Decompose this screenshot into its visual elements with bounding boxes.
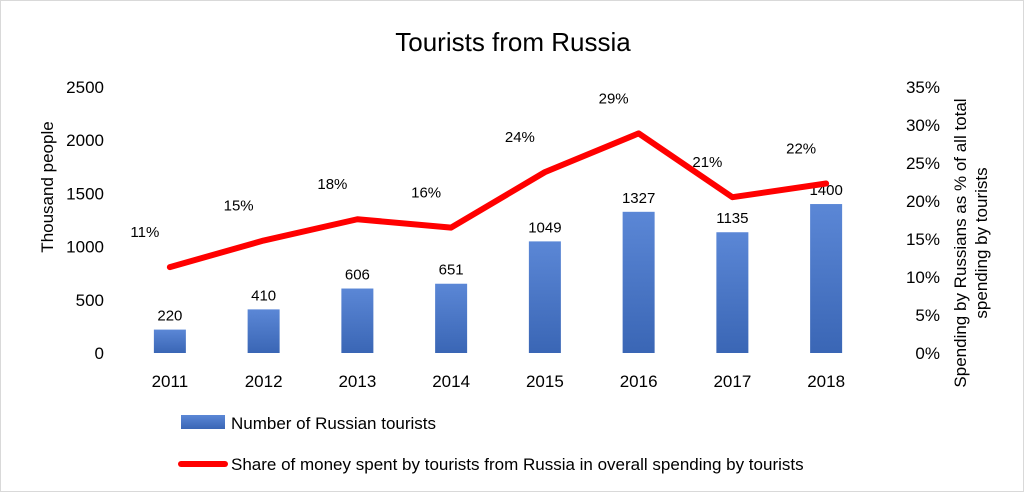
y-tick-label: 500 bbox=[76, 291, 104, 310]
y-tick-label: 0 bbox=[95, 344, 104, 363]
bar bbox=[153, 329, 186, 353]
bar bbox=[341, 288, 374, 353]
bar bbox=[528, 241, 561, 353]
y-axis-right: 0% 5% 10% 15% 20% 25% 30% 35% bbox=[906, 78, 940, 363]
y2-tick-label: 0% bbox=[915, 344, 940, 363]
legend-swatch-bars bbox=[181, 415, 225, 429]
bar bbox=[810, 204, 843, 353]
x-axis: 2011 2012 2013 2014 2015 2016 2017 2018 bbox=[152, 372, 845, 391]
bar-series bbox=[153, 204, 843, 353]
series-line bbox=[166, 130, 830, 271]
x-tick-label: 2018 bbox=[807, 372, 845, 391]
y-tick-label: 1000 bbox=[66, 238, 104, 257]
chart-title: Tourists from Russia bbox=[395, 27, 631, 57]
line-point bbox=[637, 132, 640, 135]
x-tick-label: 2016 bbox=[620, 372, 658, 391]
bar-data-label: 1327 bbox=[622, 190, 655, 207]
bar bbox=[247, 309, 280, 353]
line-data-label: 21% bbox=[692, 154, 722, 171]
y-axis-left: 0 500 1000 1500 2000 2500 bbox=[66, 78, 104, 363]
line-data-labels: 11% 15% 18% 16% 24% 29% 21% 22% bbox=[130, 90, 816, 241]
bar bbox=[435, 283, 468, 353]
x-tick-label: 2014 bbox=[432, 372, 470, 391]
line-series bbox=[166, 130, 830, 271]
legend: Number of Russian tourists Share of mone… bbox=[178, 414, 804, 474]
legend-label-line: Share of money spent by tourists from Ru… bbox=[231, 455, 804, 474]
line-point bbox=[168, 266, 171, 269]
bar bbox=[622, 211, 655, 353]
x-tick-label: 2015 bbox=[526, 372, 564, 391]
y-tick-label: 2500 bbox=[66, 78, 104, 97]
y-tick-label: 2000 bbox=[66, 131, 104, 150]
y-axis-label: Thousand people bbox=[38, 121, 57, 252]
y2-axis-label-line-1: Spending by Russians as % of all total bbox=[951, 98, 970, 387]
y2-tick-label: 5% bbox=[915, 306, 940, 325]
line-data-label: 22% bbox=[786, 141, 816, 158]
y-tick-label: 1500 bbox=[66, 184, 104, 203]
bar-data-label: 410 bbox=[251, 287, 276, 304]
line-point bbox=[543, 171, 546, 174]
y2-tick-label: 15% bbox=[906, 230, 940, 249]
y2-tick-label: 10% bbox=[906, 268, 940, 287]
line-data-label: 29% bbox=[599, 90, 629, 107]
line-point bbox=[450, 226, 453, 229]
x-tick-label: 2012 bbox=[245, 372, 283, 391]
line-point bbox=[731, 196, 734, 199]
line-point bbox=[356, 218, 359, 221]
bar-data-label: 220 bbox=[157, 308, 182, 325]
line-point bbox=[262, 239, 265, 242]
line-point bbox=[825, 182, 828, 185]
y2-axis-label-line-2: spending by tourists bbox=[972, 167, 991, 318]
x-tick-label: 2013 bbox=[338, 372, 376, 391]
bar-data-label: 606 bbox=[345, 267, 370, 284]
line-data-label: 11% bbox=[130, 224, 159, 241]
x-tick-label: 2011 bbox=[152, 372, 189, 391]
line-data-label: 15% bbox=[224, 198, 254, 215]
bar bbox=[716, 232, 749, 353]
y2-tick-label: 20% bbox=[906, 192, 940, 211]
bar-data-label: 1135 bbox=[716, 210, 748, 227]
bar-data-label: 1049 bbox=[528, 219, 561, 236]
y2-tick-label: 35% bbox=[906, 78, 940, 97]
line-data-label: 18% bbox=[317, 176, 347, 193]
legend-label-bars: Number of Russian tourists bbox=[231, 414, 436, 433]
line-data-label: 24% bbox=[505, 129, 535, 146]
x-tick-label: 2017 bbox=[713, 372, 751, 391]
line-data-label: 16% bbox=[411, 185, 441, 202]
y2-tick-label: 25% bbox=[906, 154, 940, 173]
bar-data-label: 651 bbox=[439, 262, 464, 279]
y2-tick-label: 30% bbox=[906, 116, 940, 135]
